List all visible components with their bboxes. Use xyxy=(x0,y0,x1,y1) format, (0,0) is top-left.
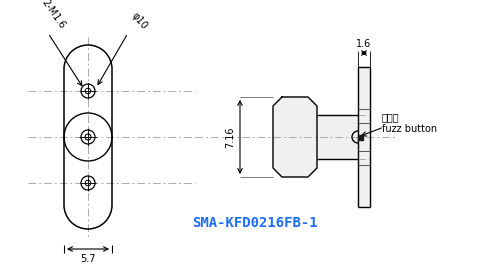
Text: fuzz button: fuzz button xyxy=(382,124,437,134)
Polygon shape xyxy=(273,97,317,177)
Polygon shape xyxy=(358,135,363,139)
Polygon shape xyxy=(317,115,358,159)
Text: 1.6: 1.6 xyxy=(356,39,372,49)
Text: 7.16: 7.16 xyxy=(225,126,235,148)
Text: φ10: φ10 xyxy=(130,10,150,31)
Polygon shape xyxy=(358,67,370,207)
Text: SMA-KFD0216FB-1: SMA-KFD0216FB-1 xyxy=(192,216,318,230)
Text: 2-M1.6: 2-M1.6 xyxy=(40,0,67,31)
Text: 5.7: 5.7 xyxy=(80,254,96,264)
Text: 毛组扣: 毛组扣 xyxy=(382,112,400,122)
